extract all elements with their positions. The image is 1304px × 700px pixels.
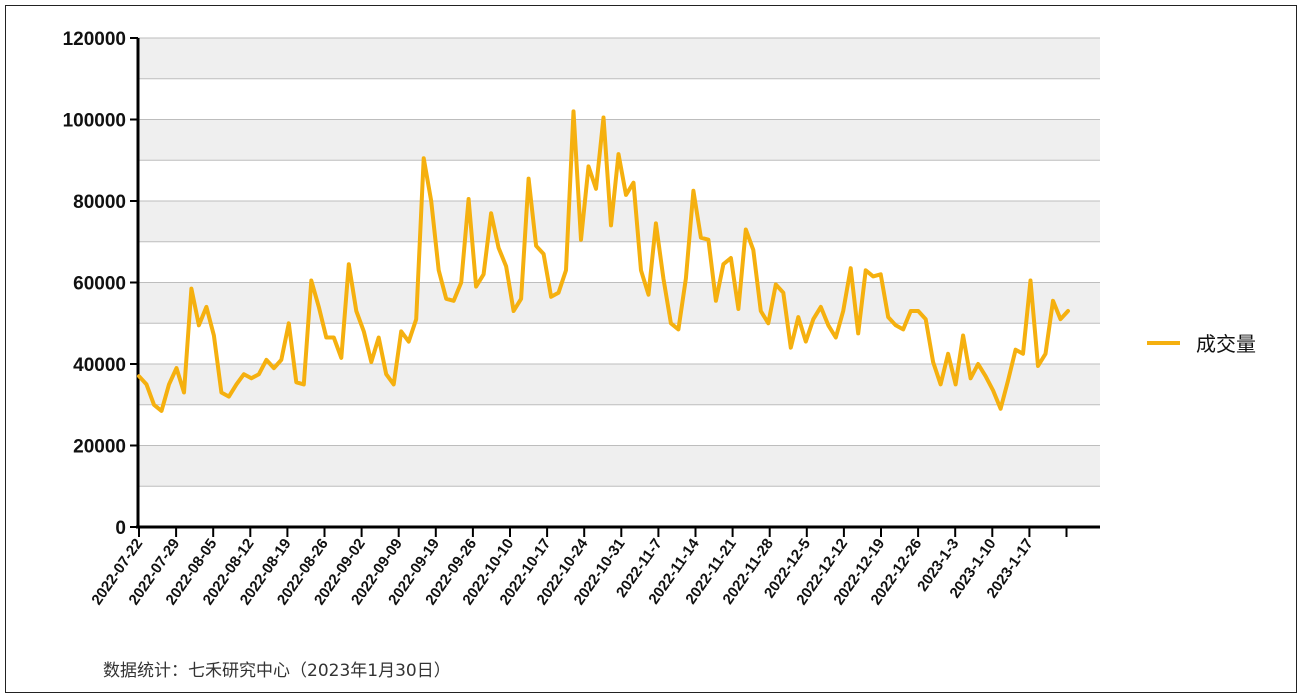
legend-label: 成交量 [1196,332,1256,356]
y-tick-label: 40000 [73,355,126,376]
y-axis-ticks: 0 20000 40000 60000 80000 100000 120000 [63,29,138,539]
y-tick-label: 80000 [73,192,126,213]
y-tick-label: 60000 [73,274,126,295]
source-note: 数据统计：七禾研究中心（2023年1月30日） [103,661,451,681]
grid-band [138,201,1100,242]
grid-band [138,445,1100,487]
y-tick-label: 100000 [63,111,126,132]
y-tick-label: 120000 [63,29,126,50]
gridlines [138,37,1100,487]
grid-band [138,282,1100,324]
y-tick-label: 0 [115,518,126,539]
grid-band [138,38,1100,79]
y-tick-label: 20000 [73,437,126,458]
x-axis-ticks: 2022-07-222022-07-292022-08-052022-08-12… [88,527,1068,608]
series-line-volume [137,109,1070,413]
grid-bands [138,38,1100,487]
legend: 成交量 [1147,332,1256,356]
